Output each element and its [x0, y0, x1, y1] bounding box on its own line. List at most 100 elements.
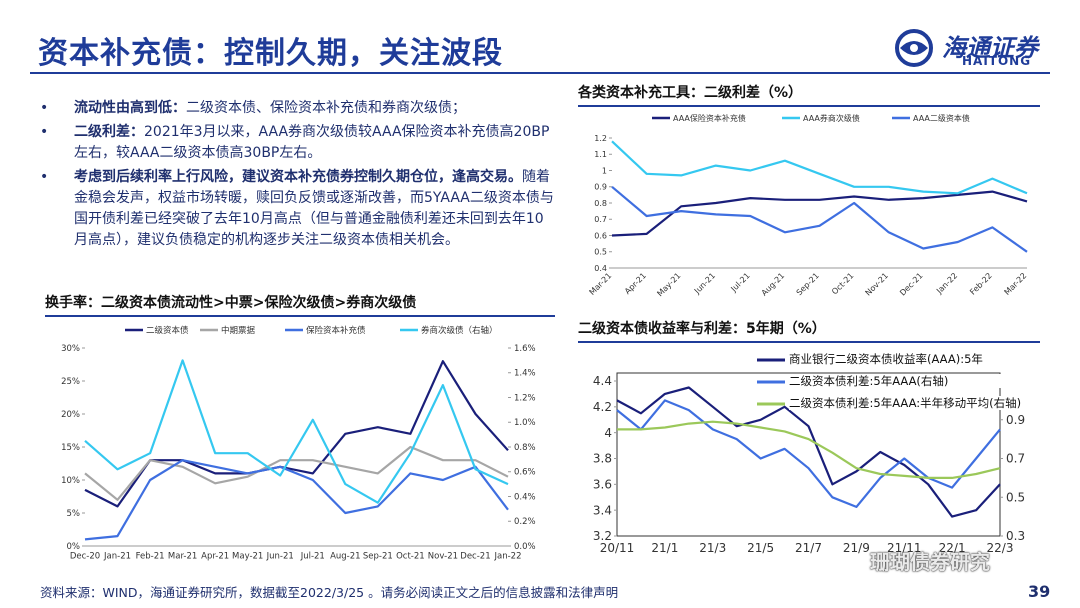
y-tick-label: 1: [602, 166, 607, 175]
x-tick-label: Jul-21: [729, 271, 752, 294]
x-tick-label: Feb-22: [968, 271, 994, 297]
y-tick-label: 0.7: [594, 215, 607, 224]
x-tick-label: Jan-21: [103, 552, 131, 562]
legend-label: AAA券商次级债: [803, 113, 860, 123]
watermark: 珊瑚债券研究: [870, 550, 990, 574]
x-tick-label: 21/9: [843, 541, 870, 555]
chart-title: 二级资本债收益率与利差：5年期（%）: [578, 318, 1040, 343]
legend-label: 中期票据: [221, 325, 256, 336]
series-line: [616, 386, 1001, 518]
bullet-text: 二级资本债、保险资本补充债和券商次级债；: [186, 100, 466, 116]
y2-tick-label: 0.8%: [514, 443, 536, 453]
bullet: 考虑到后续利率上行风险，建议资本补充债券控制久期仓位，逢高交易。随着金稳会发声，…: [40, 167, 555, 251]
y-tick-label: 4: [604, 426, 612, 440]
y-tick-label: 0.6: [594, 231, 607, 240]
chart: 0.4 0.5 0.6 0.7 0.8 0.9 1 1.1 1.2 Mar-21 Apr-21 May…: [587, 113, 1028, 298]
bullet: 流动性由高到低：二级资本债、保险资本补充债和券商次级债；: [40, 98, 555, 119]
series-line: [611, 190, 1028, 237]
legend-label: 二级资本债: [146, 325, 189, 336]
x-tick-label: Apr-21: [201, 552, 229, 562]
x-tick-label: 21/3: [699, 541, 726, 555]
series-line: [611, 185, 1028, 253]
y-tick-label: 3.8: [593, 452, 612, 466]
logo-mark: [895, 29, 933, 67]
series-line: [84, 459, 509, 541]
x-tick-label: Mar-22: [1002, 271, 1028, 297]
x-tick-label: Oct-21: [830, 271, 855, 296]
slide-title: 资本补充债：控制久期，关注波段: [38, 36, 503, 71]
y-tick-label: 15%: [61, 443, 80, 453]
x-tick-label: 21/11: [887, 541, 922, 555]
x-tick-label: 21/5: [747, 541, 774, 555]
legend-label: 二级资本债利差:5年AAA:半年移动平均(右轴): [789, 396, 1029, 410]
y-tick-label: 3.4: [593, 503, 612, 517]
series-line: [617, 420, 1001, 479]
bullet-text: 2021年3月以来，AAA券商次级债较AAA保险资本补充债高20BP左右，较AA…: [74, 124, 550, 161]
plot-frame: [616, 372, 1001, 537]
y-tick-label: 0.8: [594, 199, 607, 208]
series-line: [84, 445, 509, 501]
y2-tick-label: 0.0%: [514, 542, 536, 552]
title-rule: [30, 72, 1050, 74]
x-tick-label: Dec-21: [898, 271, 925, 298]
y2-tick-label: 0.3: [1006, 529, 1025, 543]
x-tick-label: Nov-21: [864, 271, 890, 297]
y-tick-label: 0.9: [594, 183, 607, 192]
page-number: 39: [1028, 582, 1051, 601]
series-line: [616, 399, 1001, 508]
x-tick-label: Aug-21: [760, 271, 787, 298]
y-tick-label: 4.2: [593, 400, 612, 414]
chart-title: 换手率：二级资本债流动性>中票>保险次级债>券商次级债: [45, 292, 555, 317]
y2-tick-label: 0.6%: [514, 468, 536, 478]
bullet-list: 流动性由高到低：二级资本债、保险资本补充债和券商次级债； 二级利差：2021年3…: [40, 98, 555, 254]
y-tick-label: 1.2: [594, 134, 607, 143]
y2-tick-label: 0.9: [1006, 413, 1025, 427]
x-tick-label: 21/1: [651, 541, 678, 555]
x-tick-label: Nov-21: [428, 552, 458, 562]
y-tick-label: 10%: [61, 476, 80, 486]
bullet-lead: 二级利差：: [74, 124, 144, 140]
chart-title: 各类资本补充工具：二级利差（%）: [578, 82, 1040, 107]
y-tick-label: 20%: [61, 410, 80, 420]
x-tick-label: 22/3: [987, 541, 1014, 555]
x-tick-label: Jan-22: [494, 552, 522, 562]
x-tick-label: Apr-21: [623, 271, 648, 296]
series-line: [84, 359, 509, 504]
y-tick-label: 25%: [61, 377, 80, 387]
y-tick-label: 5%: [67, 509, 81, 519]
source-note: 资料来源：WIND，海通证券研究所，数据截至2022/3/25 。请务必阅读正文…: [40, 585, 619, 600]
y2-tick-label: 0.2%: [514, 517, 536, 527]
x-tick-label: May-21: [655, 271, 682, 298]
chart: 0% 5% 10% 15% 20% 25% 30% 0.0% 0.2% 0.4% 0.6% 0.8% 1…: [61, 325, 536, 562]
x-tick-label: Oct-21: [396, 552, 425, 562]
x-tick-label: Mar-21: [168, 552, 197, 562]
y2-tick-label: 0.5: [1006, 490, 1025, 504]
y2-tick-label: 0.4%: [514, 492, 536, 502]
legend-box: 二级资本债利差:5年AAA(右轴): [789, 374, 1029, 388]
logo-text: 海通证券: [942, 34, 1038, 62]
x-tick-label: 21/7: [795, 541, 822, 555]
series-line: [611, 140, 1028, 195]
x-tick-label: Jun-21: [692, 271, 717, 296]
y-tick-label: 1.1: [594, 150, 607, 159]
bullet-text: 随着金稳会发声，权益市场转暖，赎回负反馈或逐渐改善，而5YAAA二级资本债与国开…: [74, 169, 554, 248]
y2-tick-label: 0.7: [1006, 452, 1025, 466]
legend-label: 券商次级债（右轴）: [421, 325, 498, 336]
legend-label: 商业银行二级资本债收益率(AAA):5年: [789, 352, 1029, 366]
y2-tick-label: 1.0%: [514, 418, 536, 428]
x-tick-label: Jul-21: [300, 552, 325, 562]
x-tick-label: Mar-21: [587, 271, 613, 297]
x-tick-label: Jun-21: [266, 552, 294, 562]
legend-label: AAA二级资本债: [913, 113, 970, 123]
y-tick-label: 3.2: [593, 529, 612, 543]
x-tick-label: Dec-21: [460, 552, 490, 562]
y-tick-label: 30%: [61, 344, 80, 354]
legend-box: 二级资本债利差:5年AAA:半年移动平均(右轴): [789, 396, 1029, 410]
chart: 3.23.43.63.844.24.40.30.50.70.91.120/112…: [593, 352, 1029, 555]
x-tick-label: Jan-22: [934, 271, 959, 296]
y2-tick-label: 1.6%: [514, 344, 536, 354]
x-tick-label: Feb-21: [136, 552, 165, 562]
bullet: 二级利差：2021年3月以来，AAA券商次级债较AAA保险资本补充债高20BP左…: [40, 122, 555, 164]
x-tick-label: 20/11: [600, 541, 635, 555]
x-tick-label: 22/1: [939, 541, 966, 555]
